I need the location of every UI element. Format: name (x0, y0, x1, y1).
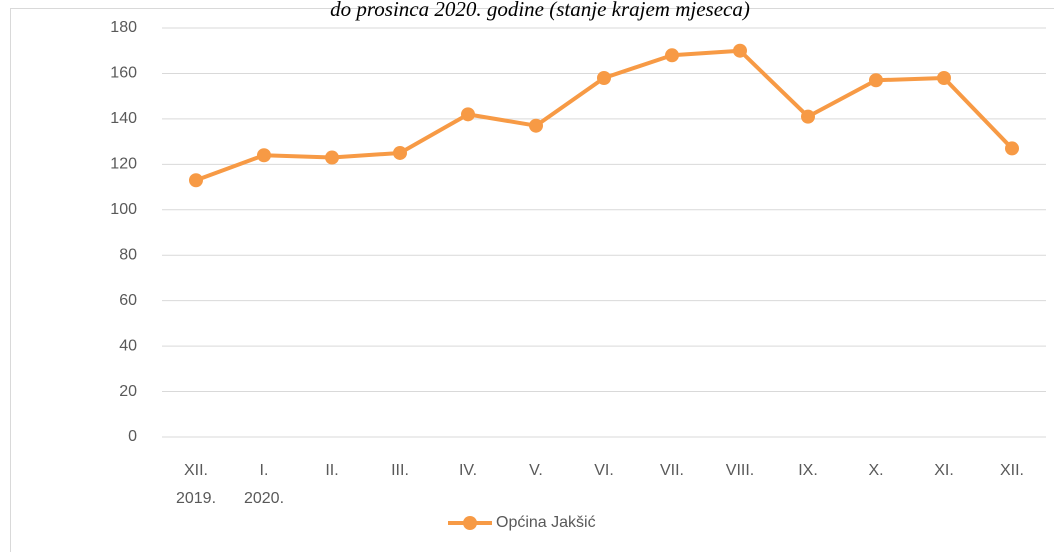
x-tick-label: VI. (594, 462, 614, 479)
marker (869, 73, 883, 88)
marker (733, 43, 747, 58)
marker (801, 109, 815, 124)
y-tick-label: 80 (119, 246, 137, 263)
y-tick-label: 160 (110, 65, 137, 82)
line (195, 48, 1014, 183)
x-tick-label: IX. (798, 462, 818, 479)
x-tick-label: XI. (934, 462, 954, 479)
marker (189, 173, 203, 188)
legend-label: Općina Jakšić (496, 514, 596, 531)
y-tick-label: 20 (119, 383, 137, 400)
chart-title: do prosinca 2020. godine (stanje krajem … (330, 0, 750, 21)
x-tick-label: 2019. (176, 490, 216, 507)
marker (937, 70, 951, 85)
x-tick-label: IV. (459, 462, 477, 479)
y-tick-label: 60 (119, 292, 137, 309)
x-tick-label: XII. (1000, 462, 1024, 479)
x-tick-label: II. (325, 462, 338, 479)
x-tick-label: X. (868, 462, 883, 479)
marker (325, 150, 339, 165)
marker (257, 148, 271, 163)
y-tick-label: 100 (110, 201, 137, 218)
x-tick-label: V. (529, 462, 543, 479)
marker (597, 70, 611, 85)
y-tick-label: 0 (128, 428, 137, 445)
marker (1005, 141, 1019, 156)
marker (665, 48, 679, 63)
x-tick-label: VIII. (726, 462, 754, 479)
marker (529, 118, 543, 133)
y-tick-label: 140 (110, 110, 137, 127)
chart-frame (10, 8, 1054, 552)
marker (461, 107, 475, 122)
x-tick-label: 2020. (244, 490, 284, 507)
y-tick-label: 180 (110, 19, 137, 36)
y-tick-label: 120 (110, 156, 137, 173)
x-tick-label: I. (260, 462, 269, 479)
x-tick-label: III. (391, 462, 409, 479)
x-tick-label: XII. (184, 462, 208, 479)
y-tick-label: 40 (119, 337, 137, 354)
legend-marker (463, 516, 477, 530)
x-tick-label: VII. (660, 462, 684, 479)
marker (393, 145, 407, 160)
